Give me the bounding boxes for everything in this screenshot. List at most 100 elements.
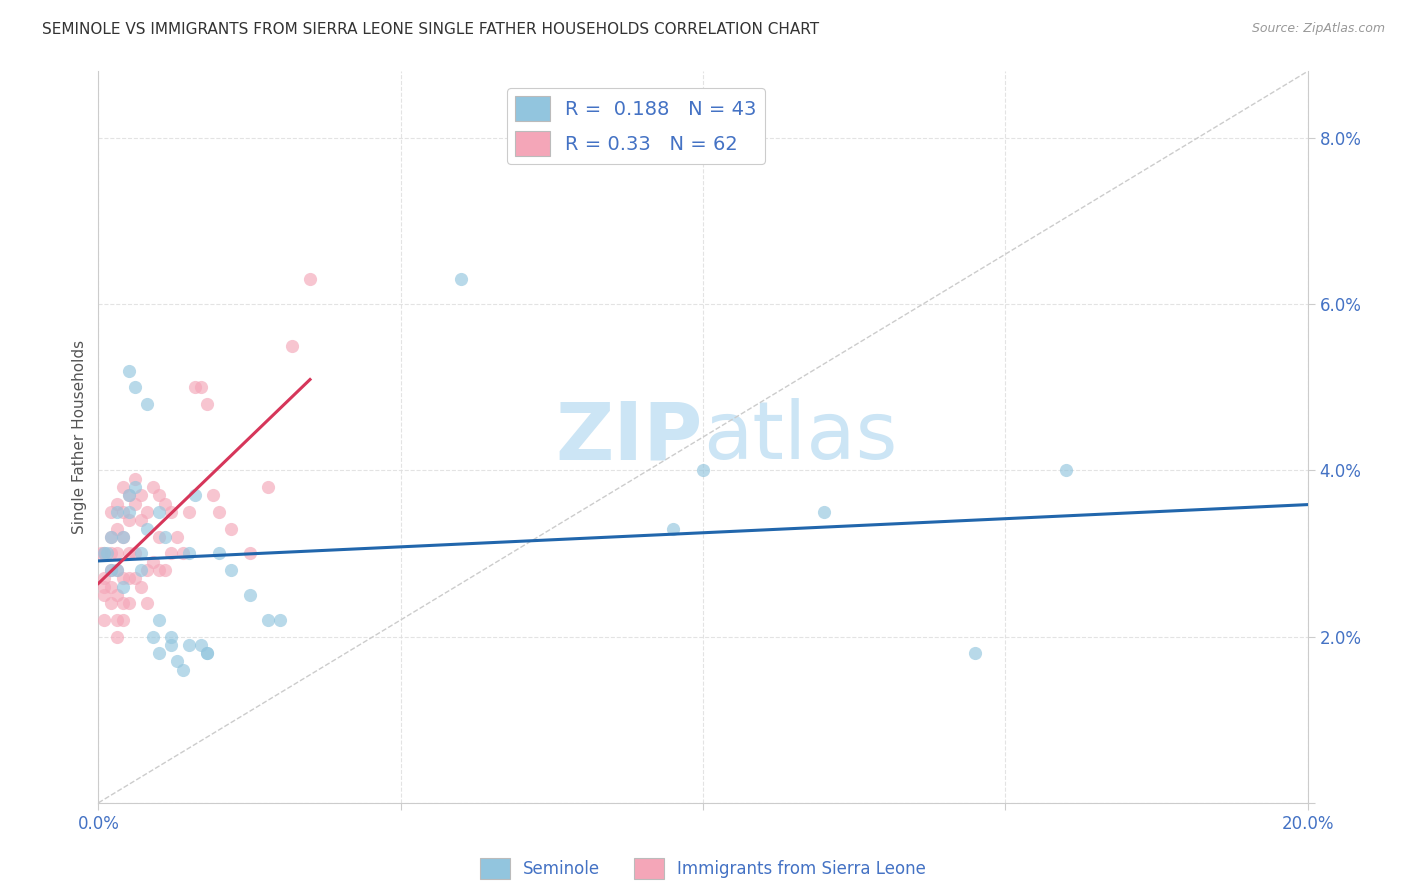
Point: [153, 497, 176, 511]
Point: [118, 363, 141, 377]
Point: [148, 488, 170, 502]
Point: [129, 513, 152, 527]
Point: [190, 380, 212, 394]
Point: [124, 571, 146, 585]
Point: [118, 596, 141, 610]
Point: [111, 480, 134, 494]
Point: [179, 505, 201, 519]
Text: ZIP: ZIP: [555, 398, 703, 476]
Point: [100, 530, 122, 544]
Point: [135, 505, 157, 519]
Point: [142, 555, 165, 569]
Point: [195, 646, 218, 660]
Point: [239, 588, 262, 602]
Point: [148, 563, 170, 577]
Point: [148, 646, 170, 660]
Point: [118, 571, 141, 585]
Point: [135, 397, 157, 411]
Point: [179, 638, 201, 652]
Point: [105, 546, 128, 560]
Point: [90, 546, 112, 560]
Point: [179, 546, 201, 560]
Point: [256, 613, 278, 627]
Point: [269, 613, 291, 627]
Point: [105, 588, 128, 602]
Point: [105, 505, 128, 519]
Point: [813, 505, 835, 519]
Point: [118, 488, 141, 502]
Point: [148, 505, 170, 519]
Point: [148, 613, 170, 627]
Point: [965, 646, 987, 660]
Point: [160, 630, 183, 644]
Point: [118, 546, 141, 560]
Text: Source: ZipAtlas.com: Source: ZipAtlas.com: [1251, 22, 1385, 36]
Point: [184, 488, 207, 502]
Point: [202, 488, 225, 502]
Point: [142, 630, 165, 644]
Point: [142, 480, 165, 494]
Point: [93, 580, 115, 594]
Point: [281, 338, 304, 352]
Point: [124, 546, 146, 560]
Point: [129, 563, 152, 577]
Point: [93, 546, 115, 560]
Point: [100, 563, 122, 577]
Point: [148, 530, 170, 544]
Point: [105, 630, 128, 644]
Point: [129, 580, 152, 594]
Point: [135, 521, 157, 535]
Point: [661, 521, 683, 535]
Point: [153, 563, 176, 577]
Text: atlas: atlas: [703, 398, 897, 476]
Point: [160, 546, 183, 560]
Point: [160, 505, 183, 519]
Point: [153, 530, 176, 544]
Point: [124, 497, 146, 511]
Point: [105, 497, 128, 511]
Point: [239, 546, 262, 560]
Point: [100, 580, 122, 594]
Point: [221, 563, 243, 577]
Point: [208, 546, 231, 560]
Point: [93, 546, 115, 560]
Point: [100, 530, 122, 544]
Point: [105, 613, 128, 627]
Point: [100, 505, 122, 519]
Point: [208, 505, 231, 519]
Point: [93, 613, 115, 627]
Point: [118, 505, 141, 519]
Point: [692, 463, 714, 477]
Point: [111, 530, 134, 544]
Point: [172, 663, 194, 677]
Point: [172, 546, 194, 560]
Point: [111, 530, 134, 544]
Point: [111, 580, 134, 594]
Point: [124, 480, 146, 494]
Legend: Seminole, Immigrants from Sierra Leone: Seminole, Immigrants from Sierra Leone: [474, 851, 932, 886]
Point: [93, 588, 115, 602]
Point: [184, 380, 207, 394]
Y-axis label: Single Father Households: Single Father Households: [72, 340, 87, 534]
Point: [118, 513, 141, 527]
Point: [1054, 463, 1077, 477]
Point: [195, 397, 218, 411]
Point: [124, 472, 146, 486]
Point: [105, 563, 128, 577]
Point: [100, 596, 122, 610]
Point: [111, 596, 134, 610]
Point: [100, 563, 122, 577]
Point: [93, 571, 115, 585]
Point: [135, 596, 157, 610]
Point: [135, 563, 157, 577]
Point: [160, 638, 183, 652]
Point: [111, 613, 134, 627]
Point: [190, 638, 212, 652]
Point: [195, 646, 218, 660]
Point: [96, 546, 118, 560]
Point: [299, 272, 322, 286]
Point: [221, 521, 243, 535]
Point: [118, 488, 141, 502]
Text: SEMINOLE VS IMMIGRANTS FROM SIERRA LEONE SINGLE FATHER HOUSEHOLDS CORRELATION CH: SEMINOLE VS IMMIGRANTS FROM SIERRA LEONE…: [42, 22, 820, 37]
Point: [129, 488, 152, 502]
